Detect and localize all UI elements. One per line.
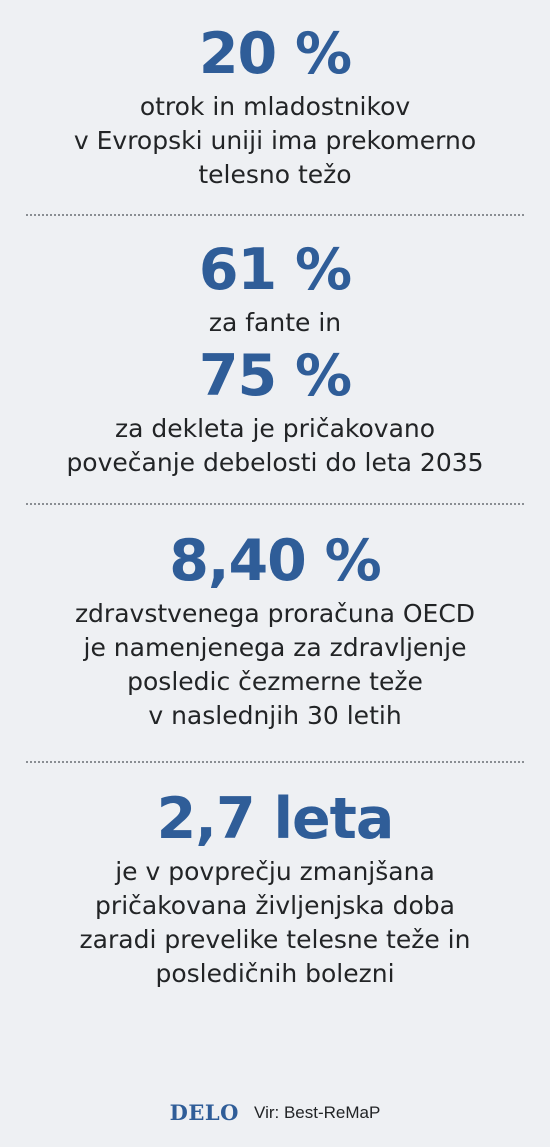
stat-life-expectancy: 2,7 leta je v povprečju zmanjšana pričak… <box>0 783 550 991</box>
stat-value: 20 % <box>198 21 352 87</box>
stat-description-line: za fante in <box>208 308 342 337</box>
stat-description-line: je v povprečju zmanjšana <box>115 857 435 886</box>
stat-description-line: pričakovana življenjska doba <box>95 891 455 920</box>
stat-girls-obesity: 75 % za dekleta je pričakovano povečanje… <box>0 340 550 480</box>
stat-boys-obesity: 61 % za fante in <box>0 234 550 340</box>
stat-value: 75 % <box>198 343 352 409</box>
stat-description-line: povečanje debelosti do leta 2035 <box>66 448 484 477</box>
dotted-divider <box>26 214 524 216</box>
stat-description-line: za dekleta je pričakovano <box>114 414 436 443</box>
footer: DELO Vir: Best-ReMaP <box>0 1100 550 1125</box>
stat-description-line: otrok in mladostnikov <box>139 92 411 121</box>
dotted-divider <box>26 761 524 763</box>
source-credit: Vir: Best-ReMaP <box>254 1102 381 1122</box>
stat-children-overweight: 20 % otrok in mladostnikov v Evropski un… <box>0 18 550 192</box>
stat-description-line: zaradi prevelike telesne teže in <box>79 925 471 954</box>
stat-description-line: posledičnih bolezni <box>155 959 395 988</box>
stat-value: 61 % <box>198 237 352 303</box>
stat-description-line: telesno težo <box>198 160 352 189</box>
stat-value: 8,40 % <box>169 528 382 594</box>
stat-description-line: v naslednjih 30 letih <box>148 701 402 730</box>
stat-oecd-budget: 8,40 % zdravstvenega proračuna OECD je n… <box>0 525 550 733</box>
stat-description-line: v Evropski uniji ima prekomerno <box>73 126 477 155</box>
stat-description-line: posledic čezmerne teže <box>127 667 423 696</box>
stat-description-line: je namenjenega za zdravljenje <box>83 633 467 662</box>
delo-logo: DELO <box>169 1100 239 1125</box>
stat-description-line: zdravstvenega proračuna OECD <box>74 599 476 628</box>
dotted-divider <box>26 503 524 505</box>
stat-value: 2,7 leta <box>156 786 395 852</box>
